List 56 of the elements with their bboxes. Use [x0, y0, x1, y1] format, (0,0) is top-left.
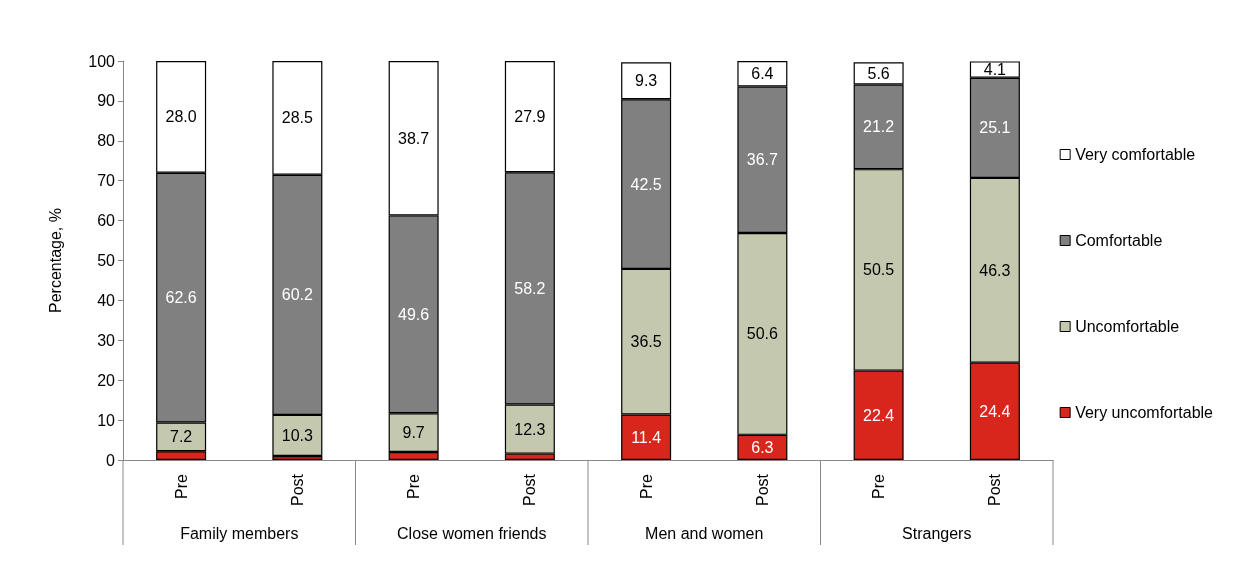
- text: Strangers: [902, 524, 972, 542]
- data-label: 50.5: [863, 261, 895, 279]
- data-label: 46.3: [979, 261, 1011, 279]
- data-label: 7.2: [170, 428, 193, 446]
- x-tick-label: Pre: [637, 473, 655, 499]
- text: Close women friends: [397, 524, 547, 542]
- y-tick-label: 10: [97, 411, 116, 429]
- data-label: 42.5: [630, 175, 662, 193]
- y-tick-label: 100: [88, 52, 116, 70]
- data-label: 28.5: [281, 109, 314, 127]
- legend-label: Very uncomfortable: [1075, 404, 1214, 421]
- y-tick-label: 80: [97, 132, 116, 150]
- y-tick-label: 70: [97, 172, 116, 190]
- data-label: 36.7: [746, 151, 779, 169]
- data-label: 11.4: [631, 428, 662, 446]
- data-label: 22.4: [863, 406, 895, 424]
- legend-label: Very comfortable: [1075, 146, 1196, 163]
- x-tick-label: Pre: [172, 473, 190, 499]
- data-label: 58.2: [514, 279, 546, 297]
- data-label: 25.1: [979, 119, 1011, 137]
- data-label: 50.6: [746, 325, 779, 343]
- data-label: 5.6: [867, 64, 890, 82]
- data-label: 60.2: [281, 286, 314, 304]
- y-tick-label: 90: [97, 92, 116, 110]
- data-label: 10.3: [281, 426, 314, 444]
- x-tick-label: Post: [288, 473, 306, 507]
- data-label: 36.5: [630, 333, 662, 351]
- y-tick-label: 50: [97, 252, 116, 269]
- x-tick-label: Post: [521, 473, 539, 507]
- y-tick-label: 0: [106, 451, 116, 469]
- y-tick-label: 60: [97, 212, 116, 230]
- x-tick-label: Pre: [405, 473, 423, 499]
- data-label: 62.6: [165, 289, 197, 307]
- data-label: 6.4: [751, 65, 774, 83]
- data-label: 9.3: [635, 72, 658, 90]
- y-tick-label: 40: [97, 291, 116, 309]
- y-tick-label: 30: [97, 331, 116, 349]
- y-axis-title: Percentage, %: [46, 208, 64, 313]
- data-label: 9.7: [402, 424, 425, 442]
- legend-label: Comfortable: [1075, 232, 1163, 249]
- y-tick-label: 20: [97, 371, 116, 389]
- data-label: 27.9: [514, 108, 546, 126]
- data-label: 38.7: [398, 129, 430, 147]
- legend-label: Uncomfortable: [1075, 318, 1180, 335]
- text: Men and women: [645, 524, 764, 542]
- data-label: 21.2: [863, 118, 895, 136]
- data-label: 4.1: [983, 61, 1007, 79]
- text: Family members: [180, 524, 299, 542]
- x-tick-label: Post: [753, 473, 771, 507]
- data-label: 12.3: [514, 420, 546, 438]
- data-label: 24.4: [979, 402, 1011, 420]
- data-label: 49.6: [398, 305, 430, 323]
- x-tick-label: Pre: [870, 473, 888, 499]
- data-label: 6.3: [751, 438, 774, 456]
- x-tick-label: Post: [986, 473, 1004, 507]
- data-label: 28.0: [165, 108, 197, 126]
